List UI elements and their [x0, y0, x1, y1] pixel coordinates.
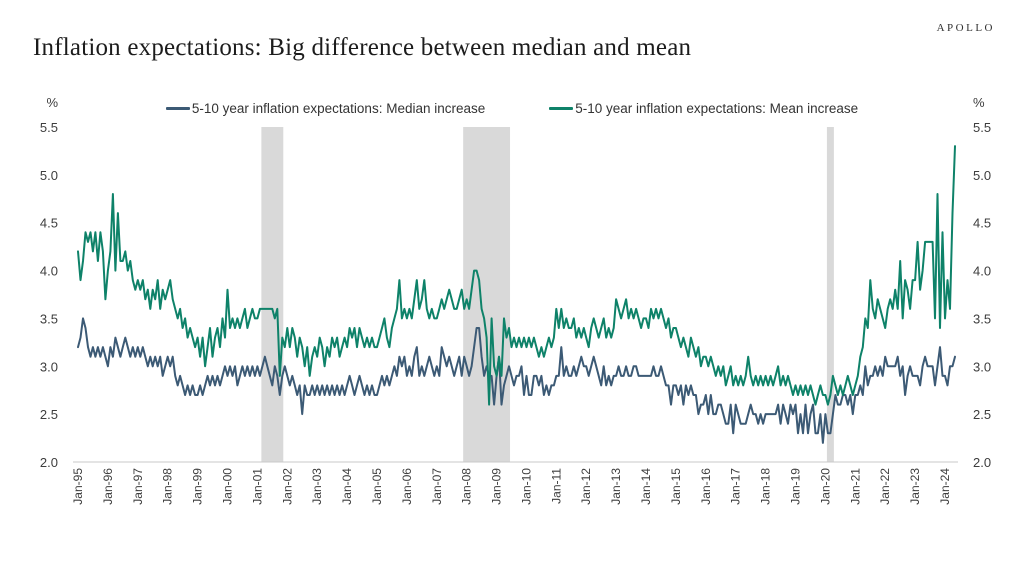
x-tick-label: Jan-08: [460, 468, 474, 505]
y-tick-label-right: 5.5: [973, 120, 991, 135]
x-tick-label: Jan-98: [161, 468, 175, 505]
y-tick-label-right: 5.0: [973, 168, 991, 183]
x-tick-label: Jan-96: [101, 468, 115, 505]
y-axis-unit-left: %: [46, 95, 58, 110]
y-tick-label-left: 5.5: [40, 120, 58, 135]
y-tick-label-right: 4.5: [973, 216, 991, 231]
y-tick-label-left: 4.5: [40, 216, 58, 231]
x-tick-label: Jan-02: [280, 468, 294, 505]
x-tick-label: Jan-11: [549, 468, 563, 504]
x-tick-label: Jan-14: [639, 468, 653, 505]
median-series-line: [77, 317, 956, 444]
y-tick-label-right: 3.5: [973, 311, 991, 326]
x-tick-label: Jan-22: [878, 468, 892, 505]
legend-item-median: 5-10 year inflation expectations: Median…: [165, 101, 486, 116]
x-tick-label: Jan-17: [729, 468, 743, 505]
legend: 5-10 year inflation expectations: Median…: [0, 101, 1024, 116]
y-axis-unit-right: %: [973, 95, 985, 110]
legend-item-mean: 5-10 year inflation expectations: Mean i…: [549, 101, 858, 116]
chart-title: Inflation expectations: Big difference b…: [33, 34, 692, 61]
y-tick-label-left: 2.0: [40, 455, 58, 470]
x-tick-label: Jan-20: [818, 468, 832, 505]
x-tick-label: Jan-06: [400, 468, 414, 505]
y-tick-label-right: 3.0: [973, 359, 991, 374]
x-tick-label: Jan-18: [759, 468, 773, 505]
x-tick-label: Jan-15: [669, 468, 683, 505]
x-tick-label: Jan-99: [191, 468, 205, 505]
median-line-swatch: [165, 107, 190, 110]
y-tick-label-left: 5.0: [40, 168, 58, 183]
recession-band: [826, 127, 834, 462]
x-tick-label: Jan-07: [430, 468, 444, 505]
x-tick-label: Jan-21: [848, 468, 862, 505]
y-tick-label-left: 2.5: [40, 407, 58, 422]
recession-band: [261, 127, 284, 462]
x-tick-label: Jan-95: [71, 468, 85, 505]
x-tick-label: Jan-24: [938, 468, 952, 505]
y-tick-label-left: 4.0: [40, 264, 58, 279]
x-tick-label: Jan-05: [370, 468, 384, 505]
x-tick-label: Jan-12: [579, 468, 593, 505]
x-tick-label: Jan-00: [220, 468, 234, 505]
x-tick-label: Jan-16: [699, 468, 713, 505]
legend-label-median: 5-10 year inflation expectations: Median…: [191, 101, 486, 116]
y-tick-label-right: 4.0: [973, 264, 991, 279]
apollo-logo: APOLLO: [936, 22, 995, 34]
x-tick-label: Jan-13: [609, 468, 623, 505]
y-tick-label-right: 2.5: [973, 407, 991, 422]
legend-label-mean: 5-10 year inflation expectations: Mean i…: [575, 101, 859, 116]
x-tick-label: Jan-09: [490, 468, 504, 505]
y-tick-label-left: 3.0: [40, 359, 58, 374]
x-tick-label: Jan-03: [310, 468, 324, 505]
x-tick-label: Jan-10: [519, 468, 533, 505]
x-tick-label: Jan-01: [250, 468, 264, 505]
x-tick-label: Jan-04: [340, 468, 354, 505]
mean-line-swatch: [549, 107, 574, 110]
mean-series-line: [77, 145, 956, 406]
y-tick-label-left: 3.5: [40, 311, 58, 326]
x-tick-label: Jan-19: [789, 468, 803, 505]
y-tick-label-right: 2.0: [973, 455, 991, 470]
x-tick-label: Jan-23: [908, 468, 922, 505]
x-tick-label: Jan-97: [131, 468, 145, 505]
